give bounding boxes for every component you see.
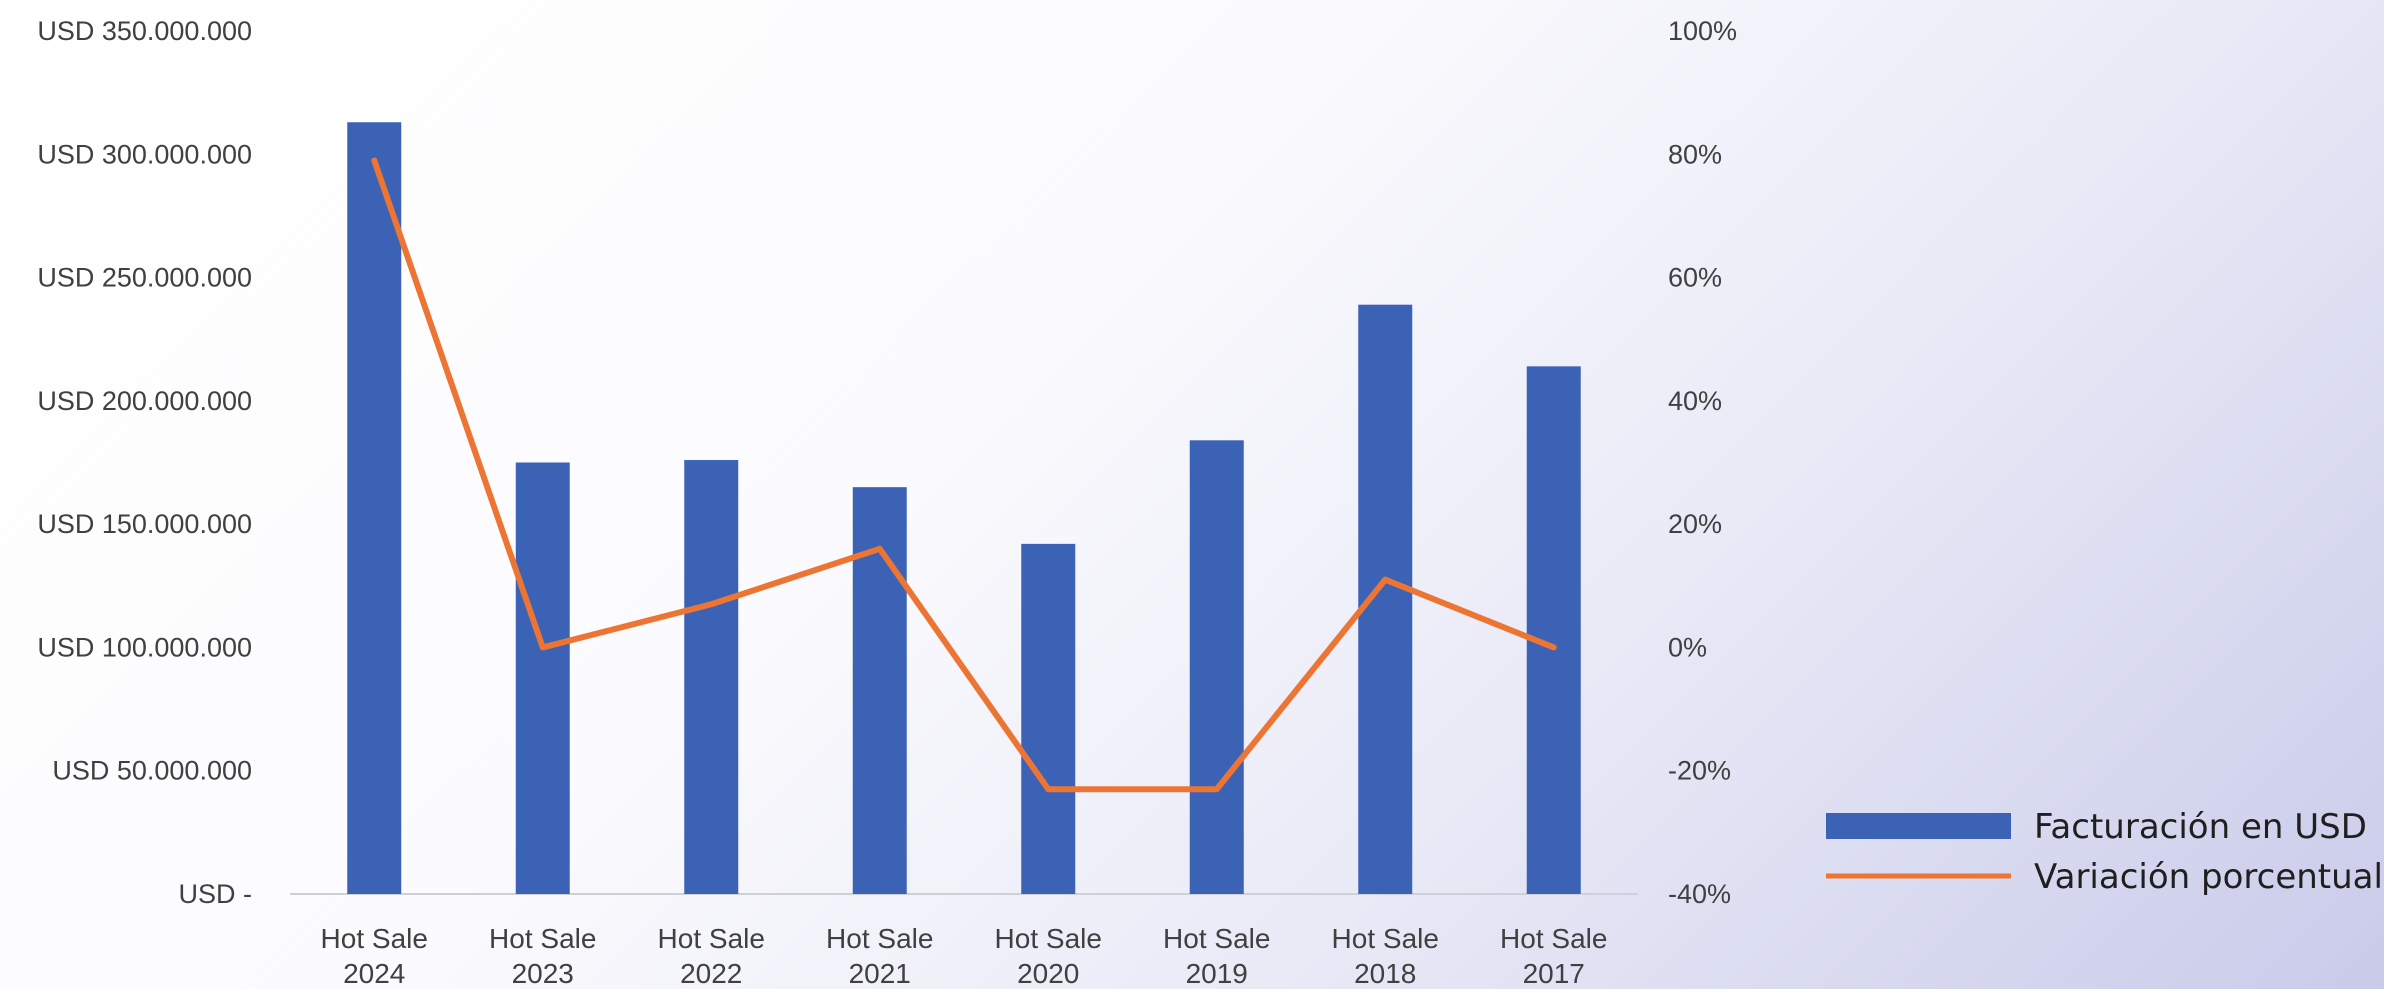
right-tick-label: -20% (1668, 756, 1731, 786)
bar (1021, 543, 1076, 894)
bar (1189, 440, 1244, 894)
x-tick-label: 2023 (512, 958, 574, 989)
left-tick-label: USD 300.000.000 (37, 139, 252, 169)
x-tick-label: Hot Sale (1332, 923, 1439, 954)
line-series (371, 157, 1557, 793)
left-axis: USD - USD 50.000.000 USD 100.000.000 USD 15… (37, 16, 252, 909)
x-tick-label: 2019 (1186, 958, 1248, 989)
x-tick-label: Hot Sale (321, 923, 428, 954)
x-tick-label: Hot Sale (826, 923, 933, 954)
legend-swatch-bar (1826, 813, 2011, 839)
left-tick-label: USD 100.000.000 (37, 632, 252, 662)
x-tick-label: Hot Sale (658, 923, 765, 954)
x-tick-label: 2017 (1523, 958, 1585, 989)
x-tick-label: Hot Sale (1163, 923, 1270, 954)
right-tick-label: -40% (1668, 879, 1731, 909)
right-tick-label: 100% (1668, 16, 1737, 46)
bar (347, 122, 402, 894)
bar (684, 460, 739, 894)
right-axis: -40% -20% 0% 20% 40% 60% 80% 100% (1668, 16, 1737, 909)
x-tick-label: 2018 (1354, 958, 1416, 989)
bar-series (347, 122, 1581, 894)
left-tick-label: USD 350.000.000 (37, 16, 252, 46)
right-tick-label: 40% (1668, 386, 1722, 416)
bar (515, 462, 570, 894)
legend-label-line: Variación porcentual (2034, 857, 2383, 897)
x-tick-label: Hot Sale (995, 923, 1102, 954)
legend-label-bar: Facturación en USD (2034, 807, 2367, 847)
x-tick-label: Hot Sale (489, 923, 596, 954)
legend: Facturación en USD Variación porcentual (1826, 807, 2383, 897)
right-tick-label: 0% (1668, 632, 1707, 662)
right-tick-label: 20% (1668, 509, 1722, 539)
left-tick-label: USD - (179, 879, 253, 909)
right-tick-label: 80% (1668, 139, 1722, 169)
x-tick-label: 2022 (680, 958, 742, 989)
x-tick-label: 2021 (849, 958, 911, 989)
left-tick-label: USD 200.000.000 (37, 386, 252, 416)
x-tick-label: 2020 (1017, 958, 1079, 989)
left-tick-label: USD 150.000.000 (37, 509, 252, 539)
bar (1526, 366, 1581, 894)
left-tick-label: USD 50.000.000 (52, 756, 252, 786)
x-tick-label: Hot Sale (1500, 923, 1607, 954)
left-tick-label: USD 250.000.000 (37, 263, 252, 293)
x-tick-label: 2024 (343, 958, 405, 989)
x-axis-categories: Hot Sale 2024 Hot Sale 2023 Hot Sale 2022 Hot … (321, 923, 1608, 989)
right-tick-label: 60% (1668, 263, 1722, 293)
